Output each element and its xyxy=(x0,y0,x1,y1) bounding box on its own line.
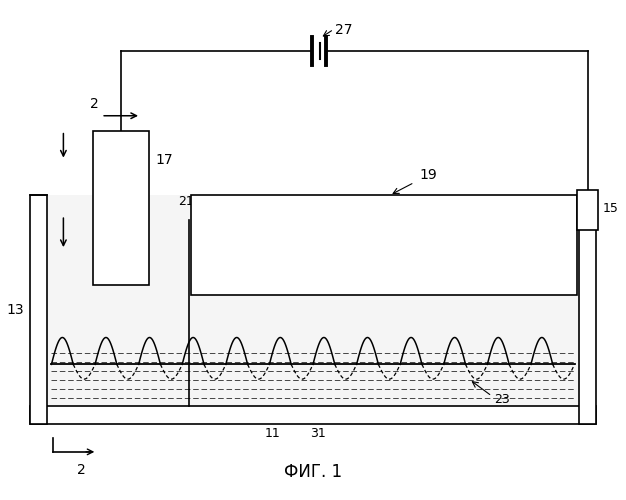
Bar xyxy=(29,406,597,424)
Text: 19: 19 xyxy=(419,168,437,182)
Text: ФИГ. 1: ФИГ. 1 xyxy=(284,462,342,480)
Text: 15: 15 xyxy=(602,202,618,214)
Text: 27: 27 xyxy=(335,23,352,37)
Bar xyxy=(29,406,597,424)
Text: 23: 23 xyxy=(494,392,510,406)
Text: 2: 2 xyxy=(77,463,86,477)
Bar xyxy=(578,196,597,424)
Bar xyxy=(29,196,48,424)
Bar xyxy=(578,196,597,424)
Bar xyxy=(48,196,578,406)
Bar xyxy=(191,196,577,294)
Text: 17: 17 xyxy=(156,154,173,168)
Bar xyxy=(191,196,577,294)
Text: 31: 31 xyxy=(310,427,326,440)
Bar xyxy=(577,190,598,230)
Bar xyxy=(29,196,48,424)
Text: 11: 11 xyxy=(264,427,280,440)
Text: 13: 13 xyxy=(7,302,24,316)
Bar xyxy=(93,130,149,285)
Text: 21: 21 xyxy=(178,195,193,208)
Bar xyxy=(93,130,149,285)
Bar xyxy=(577,190,598,230)
Text: 2: 2 xyxy=(90,97,99,111)
